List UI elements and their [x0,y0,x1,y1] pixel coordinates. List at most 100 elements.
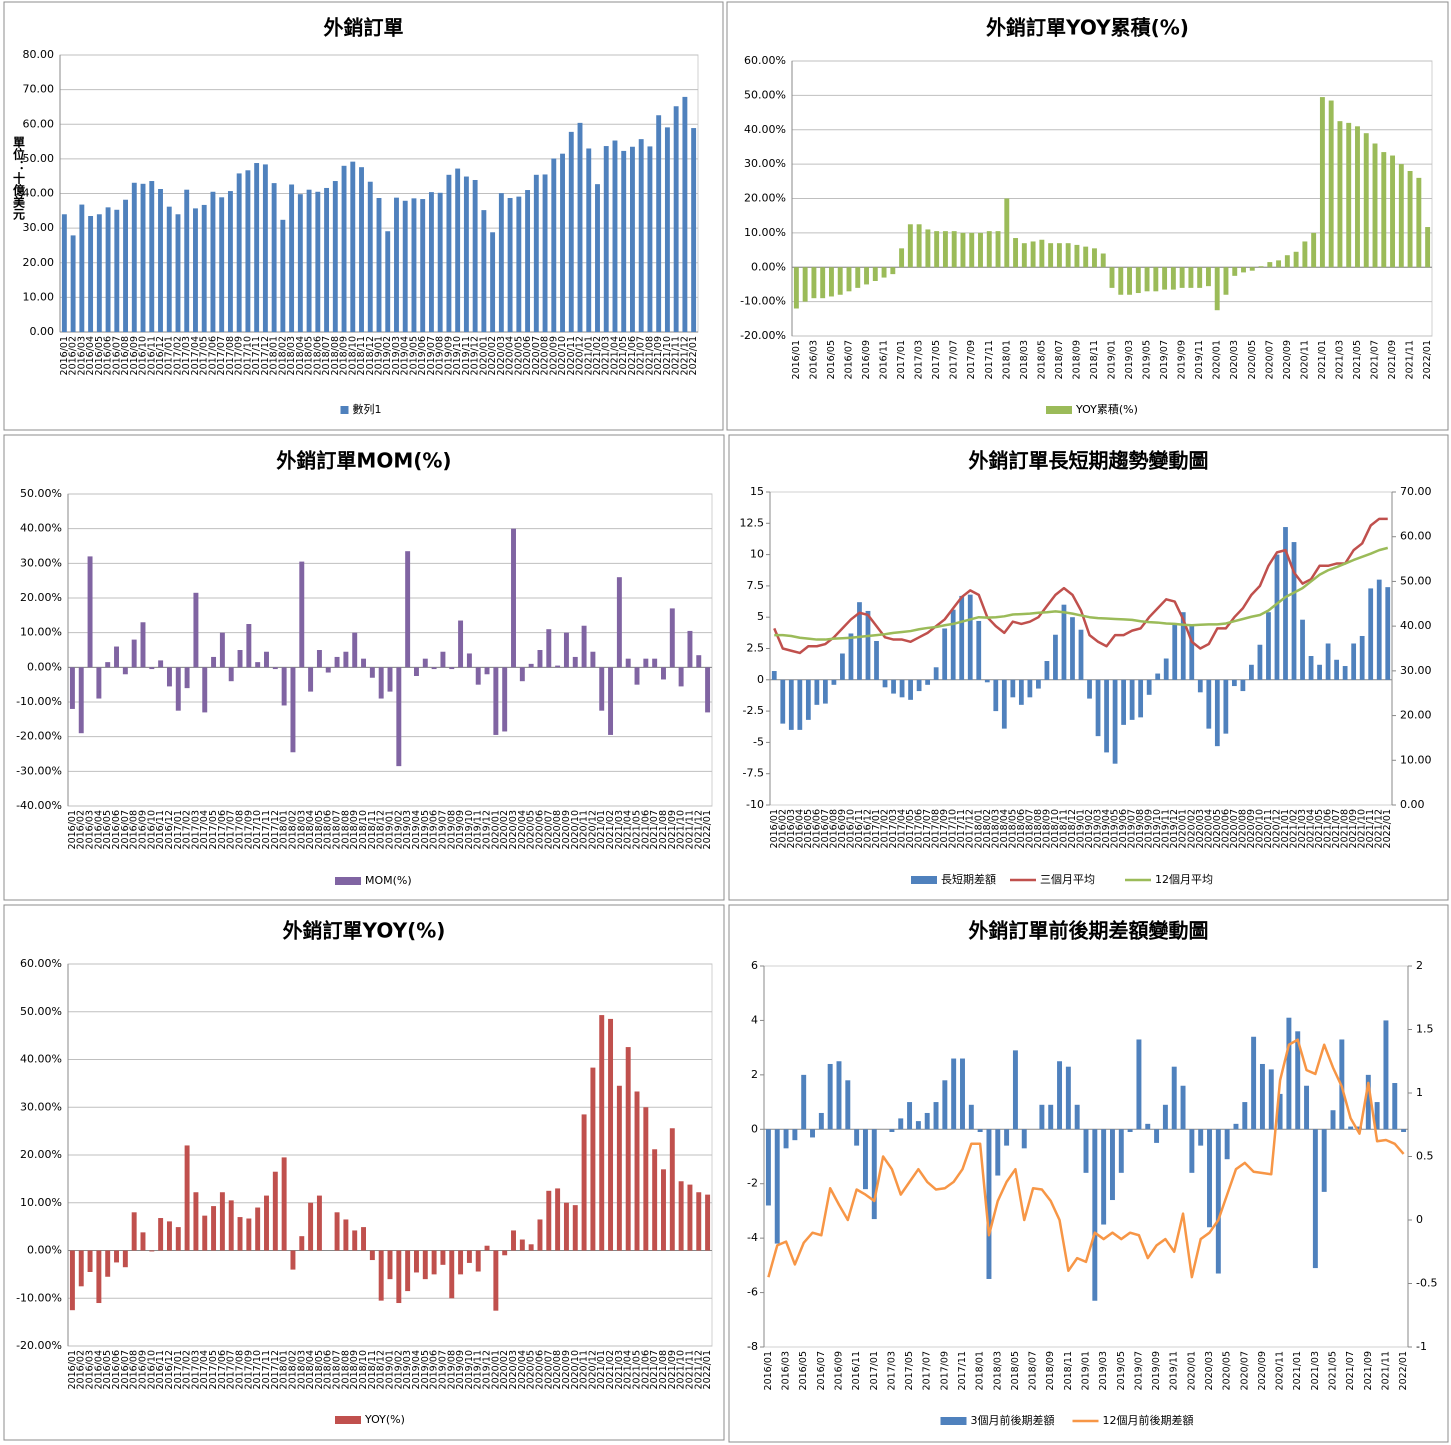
legend-label: YOY累積(%) [1075,402,1138,416]
bar [1109,267,1115,288]
x-tick-label: 2021/04 [623,1350,634,1389]
x-tick-label: 2018/05 [1007,809,1018,848]
x-tick-label: 2018/10 [347,336,358,375]
bar [105,662,111,668]
y-tick-label: -2.5 [743,704,764,717]
y-tick-label: 20.00% [744,192,786,205]
x-tick-label: 2016/04 [794,809,805,848]
x-tick-label: 2019/11 [473,810,484,849]
x-tick-label: 2017/06 [217,1350,228,1389]
bar [1257,644,1263,680]
y-tick-label: 60.00% [20,957,62,970]
y-tick-label: 40.00% [744,123,786,136]
x-tick-label: 2018/10 [358,1350,369,1389]
x-tick-label: 2016/01 [67,1350,78,1389]
bar [898,1118,904,1130]
bar [498,193,504,332]
x-tick-label: 2020/10 [557,336,568,375]
x-tick-label: 2021/05 [1314,809,1325,848]
bar [986,231,992,268]
bar [1101,1129,1107,1225]
bar [864,267,869,285]
x-tick-label: 2016/04 [93,1350,104,1389]
bar [1277,1093,1283,1130]
bar [1249,267,1255,271]
x-tick-label: 2020/05 [1222,1351,1233,1390]
x-tick-label: 2021/07 [1345,1351,1356,1390]
x-tick-label: 2018/09 [1041,809,1052,848]
bar [1283,527,1288,680]
bar [1163,658,1169,680]
bar [771,671,777,680]
x-tick-label: 2018/07 [1054,340,1065,379]
bar [616,1085,622,1251]
bar [350,161,356,332]
bar [1251,1036,1257,1130]
bar [343,651,349,668]
x-tick-label: 2016/07 [816,1351,827,1390]
x-tick-label: 2016/08 [129,810,140,849]
bar [361,658,367,668]
x-tick-label: 2021/12 [693,810,704,849]
x-tick-label: 2020/09 [561,1350,572,1389]
legend-swatch [340,406,349,414]
bar [977,1129,983,1133]
x-tick-label: 2020/05 [513,336,524,375]
y-tick-label: 10.00% [20,626,62,639]
x-tick-label: 2020/01 [1186,1351,1197,1390]
x-tick-label: 2016/09 [833,1351,844,1390]
x-tick-label: 2018/02 [982,809,993,848]
bar [673,106,679,333]
bar [175,214,181,332]
bar [237,650,243,668]
y-tick-label: 0 [751,1122,758,1135]
x-tick-label: 2016/11 [879,340,890,379]
bar [299,1236,305,1251]
bar [942,628,948,680]
x-tick-label: 2017/10 [242,336,253,375]
bar [387,667,393,692]
bar [1346,122,1352,268]
x-tick-label: 2017/02 [182,1350,193,1389]
bar [1325,643,1331,680]
bar [1021,243,1027,268]
bar [581,625,587,668]
y-tick-label: -20.00% [740,329,786,342]
x-tick-label: 2019/03 [402,1350,413,1389]
x-tick-label: 2016/11 [155,1350,166,1389]
x-tick-label: 2018/02 [287,810,298,849]
chart-panel: 外銷訂單YOY(%) -20.00% -10.00% 0.00% 10.00% 20.00… [3,904,725,1441]
bar [525,190,531,332]
bar [899,679,905,698]
bar [166,667,172,687]
x-tick-label: 2017/07 [922,1351,933,1390]
x-tick-label: 2016/05 [803,809,814,848]
x-tick-label: 2019/05 [1142,340,1153,379]
x-tick-label: 2021/08 [644,336,655,375]
y2-tick-label: 20.00 [1400,709,1432,722]
bar [308,1202,314,1251]
x-tick-label: 2018/12 [376,1350,387,1389]
y-tick-label: 80.00 [23,48,55,61]
bar [1109,1129,1115,1201]
x-tick-label: 2016/10 [845,809,856,848]
bar [87,1250,93,1272]
bar [1365,1074,1371,1130]
x-tick-label: 2021/08 [658,810,669,849]
x-tick-label: 2020/01 [478,336,489,375]
x-tick-label: 2020/02 [1186,809,1197,848]
bar [1337,121,1343,268]
y2-tick-label: 10.00 [1400,753,1432,766]
x-tick-label: 2021/06 [640,810,651,849]
bar [811,267,817,299]
x-tick-label: 2018/02 [287,1350,298,1389]
bar [78,667,84,734]
bar [1392,1083,1398,1130]
x-tick-label: 2017/06 [217,810,228,849]
legend-swatch [335,877,361,885]
y-tick-label: -7.5 [743,767,764,780]
bar [1162,267,1168,290]
x-tick-label: 2016/09 [137,1350,148,1389]
bar [1232,267,1238,276]
bar [831,679,837,685]
